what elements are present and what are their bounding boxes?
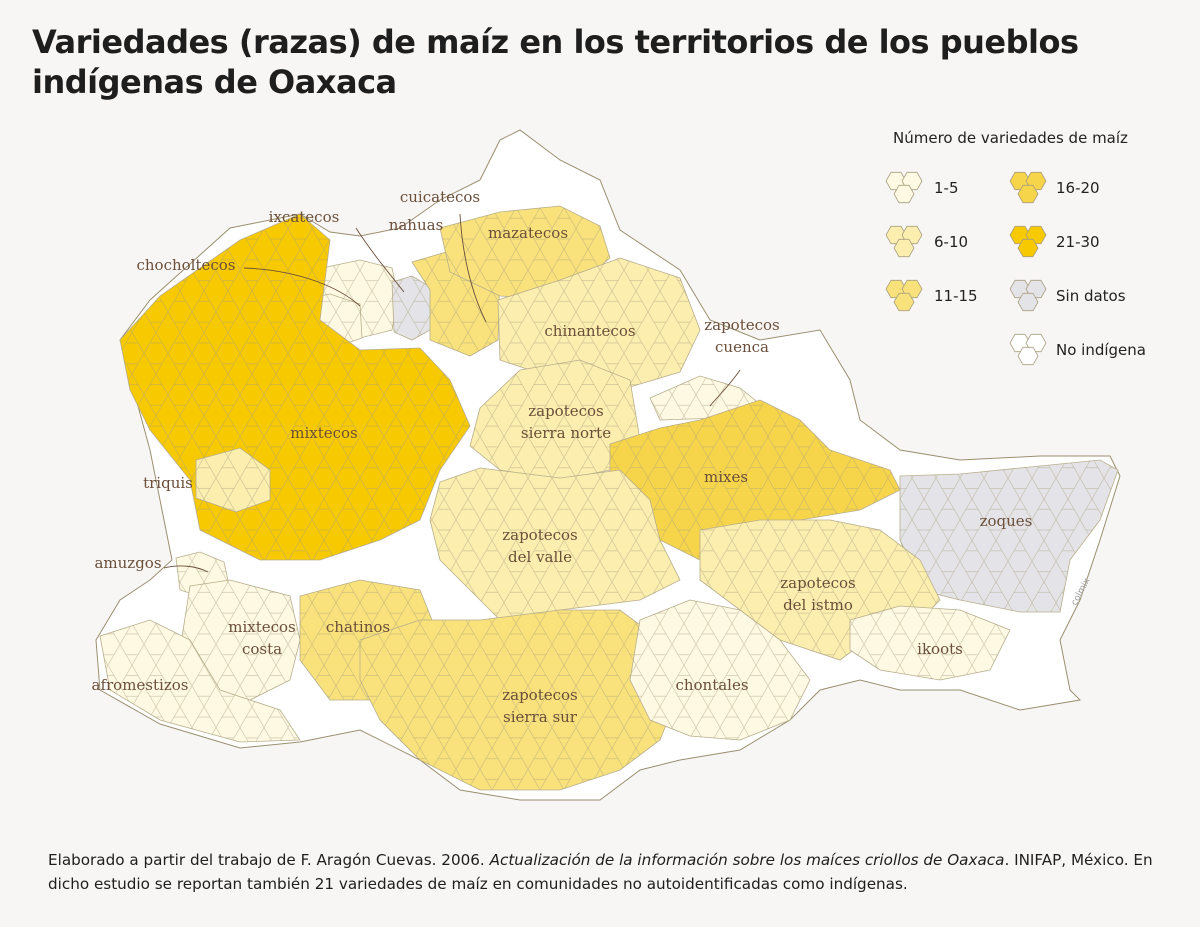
region-label-mixtecos-costa: mixtecos costa xyxy=(228,618,296,658)
region-hex-texture xyxy=(900,460,1118,612)
region-label-zapotecos-del-valle: zapotecos del valle xyxy=(502,526,578,566)
legend-label: Sin datos xyxy=(1056,287,1126,305)
region-label-chinantecos: chinantecos xyxy=(544,322,635,340)
region-label-mazatecos: mazatecos xyxy=(488,224,568,242)
leader-line-zapotecos-cuenca xyxy=(709,369,741,407)
caption-italic-title: Actualización de la información sobre lo… xyxy=(489,851,1005,869)
legend-item-16-20: 16-20 xyxy=(1009,171,1100,204)
legend-label: No indígena xyxy=(1056,341,1146,359)
region-hex-texture xyxy=(850,606,1010,680)
region-hex-texture xyxy=(100,620,300,742)
region-label-nahuas: nahuas xyxy=(389,216,444,234)
legend-swatch xyxy=(893,292,915,312)
region-hex-texture xyxy=(610,400,900,560)
region-label-afromestizos: afromestizos xyxy=(92,676,189,694)
legend-swatch xyxy=(893,184,915,204)
region-hex-texture xyxy=(440,206,610,300)
region-label-chocholtecos: chocholtecos xyxy=(136,256,235,274)
legend-item-6-10: 6-10 xyxy=(885,225,968,258)
caption-text-2: . INIFAP, México. En dicho estudio se re… xyxy=(48,851,1153,893)
oaxaca-hex-map: ixcatecos nahuas cuicatecos mazatecos chocho… xyxy=(92,129,1146,801)
map-title: Variedades (razas) de maíz en los territ… xyxy=(32,23,1079,101)
region-label-mixtecos: mixtecos xyxy=(290,424,358,442)
legend-label: 6-10 xyxy=(934,233,968,251)
region-label-chontales: chontales xyxy=(675,676,748,694)
legend-swatch xyxy=(1017,292,1039,312)
legend-swatch xyxy=(1017,184,1039,204)
region-label-ixcatecos: ixcatecos xyxy=(269,208,340,226)
source-caption: Elaborado a partir del trabajo de F. Ara… xyxy=(48,848,1158,896)
region-hex-texture xyxy=(196,448,270,512)
legend-item-sin-datos: Sin datos xyxy=(1009,279,1126,312)
region-label-ikoots: ikoots xyxy=(917,640,963,658)
legend-label: 16-20 xyxy=(1056,179,1100,197)
leader-line-cuicatecos xyxy=(459,213,487,323)
legend-item-no-indígena: No indígena xyxy=(1009,333,1146,366)
region-label-zapotecos-sierra-norte: zapotecos sierra norte xyxy=(521,402,611,442)
region-label-triquis: triquis xyxy=(143,474,193,492)
region-hex-texture xyxy=(430,468,680,620)
legend-title: Número de variedades de maíz xyxy=(893,129,1128,147)
region-hex-texture xyxy=(392,276,432,340)
region-label-zapotecos-cuenca: zapotecos cuenca xyxy=(704,316,780,356)
legend-item-1-5: 1-5 xyxy=(885,171,959,204)
leader-line-ixcatecos xyxy=(355,227,405,293)
region-label-amuzgos: amuzgos xyxy=(94,554,161,572)
region-hex-texture xyxy=(360,610,680,790)
legend-label: 21-30 xyxy=(1056,233,1100,251)
leader-line-amuzgos xyxy=(163,565,209,573)
legend-label: 11-15 xyxy=(934,287,978,305)
legend-swatch xyxy=(1017,346,1039,366)
caption-text-1: Elaborado a partir del trabajo de F. Ara… xyxy=(48,851,490,869)
legend-swatch xyxy=(1017,238,1039,258)
region-hex-texture xyxy=(470,360,640,480)
region-label-zoques: zoques xyxy=(980,512,1033,530)
region-hex-texture xyxy=(498,258,700,390)
legend-item-11-15: 11-15 xyxy=(885,279,978,312)
legend-label: 1-5 xyxy=(934,179,959,197)
region-label-zapotecos-sierra-sur: zapotecos sierra sur xyxy=(502,686,578,726)
region-hex-texture xyxy=(180,580,300,700)
legend-item-21-30: 21-30 xyxy=(1009,225,1100,258)
region-label-chatinos: chatinos xyxy=(326,618,390,636)
legend-swatch xyxy=(893,238,915,258)
leader-line-chocholtecos xyxy=(243,267,361,307)
region-label-mixes: mixes xyxy=(704,468,748,486)
region-hex-texture xyxy=(630,600,810,740)
region-label-zapotecos-del-istmo: zapotecos del istmo xyxy=(780,574,856,614)
region-label-cuicatecos: cuicatecos xyxy=(400,188,480,206)
